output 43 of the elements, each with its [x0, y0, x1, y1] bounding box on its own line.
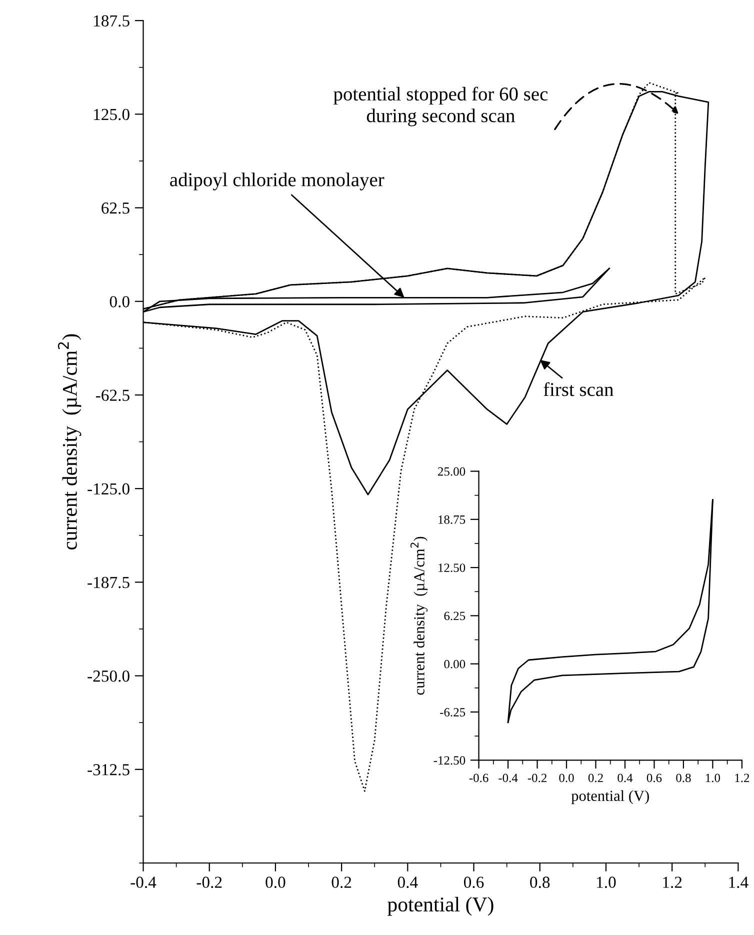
y-tick-label: 12.50 [438, 564, 466, 572]
y-tick-label: 6.25 [444, 612, 466, 620]
x-tick-label: 0.2 [588, 774, 603, 782]
y-tick-label: 62.5 [102, 202, 130, 214]
x-tick-label: -0.6 [469, 774, 488, 782]
x-tick-label: -0.2 [528, 774, 546, 782]
y-tick-label: 0.00 [444, 660, 466, 668]
y-tick-label: -125.0 [88, 483, 130, 495]
y-tick-label: 25.00 [438, 467, 466, 476]
y-tick-label: 187.5 [94, 15, 130, 27]
y-tick-label: -12.50 [434, 756, 466, 765]
x-tick-label: 1.2 [735, 774, 750, 782]
x-tick-label: 0.8 [676, 774, 691, 782]
x-tick-label: 1.2 [663, 876, 682, 888]
x-tick-label: 1.4 [729, 876, 748, 888]
y-tick-label: 0.0 [110, 296, 130, 308]
x-tick-label: -0.4 [130, 876, 156, 888]
x-tick-label: -0.4 [498, 774, 518, 782]
y-axis-title: current density (µA/cm$^{2}$) [58, 334, 82, 550]
x-tick-label: 0.0 [266, 876, 286, 888]
y-tick-label: -250.0 [88, 670, 130, 682]
x-axis-title: potential (V) [388, 896, 494, 916]
y-tick-label: 18.75 [438, 515, 466, 524]
x-tick-label: 0.2 [332, 876, 352, 888]
x-tick-label: -0.2 [196, 876, 222, 888]
annotation: first scan [544, 382, 614, 396]
x-tick-label: 0.6 [646, 774, 662, 782]
x-tick-label: 0.6 [464, 876, 484, 888]
y-tick-label: 125.0 [94, 108, 130, 120]
annotation: adipoyl chloride monolayer [170, 172, 384, 190]
annotation: potential stopped for 60 sec during second scan [334, 86, 548, 126]
x-tick-label: 0.8 [530, 876, 550, 888]
y-tick-label: -62.5 [96, 390, 130, 402]
x-tick-label: 0.0 [559, 774, 574, 782]
y-tick-label: -312.5 [88, 764, 130, 776]
x-tick-label: 0.4 [618, 774, 633, 782]
x-tick-label: 0.4 [398, 876, 418, 888]
y-tick-label: -6.25 [440, 708, 466, 717]
y-axis-title: current density (µA/cm$^{2}$) [410, 536, 428, 695]
x-tick-label: 1.0 [597, 876, 616, 888]
x-tick-label: 1.0 [706, 774, 720, 782]
y-tick-label: -187.5 [88, 576, 130, 588]
x-axis-title: potential (V) [571, 790, 649, 804]
